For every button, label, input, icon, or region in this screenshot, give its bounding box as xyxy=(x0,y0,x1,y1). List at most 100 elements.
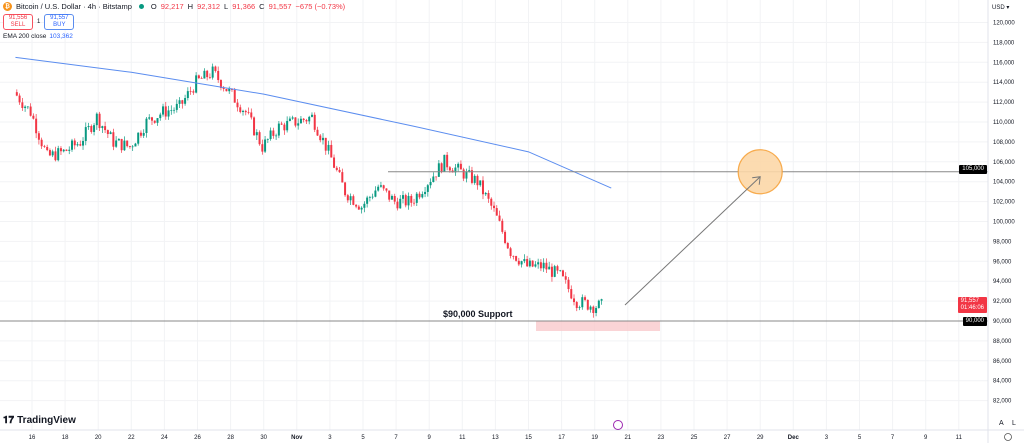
candle-body xyxy=(548,266,551,270)
candle-body xyxy=(46,146,49,151)
candle-body xyxy=(164,106,167,117)
sell-button[interactable]: 91,556 SELL xyxy=(3,14,33,30)
candle-body xyxy=(126,140,129,147)
candle-body xyxy=(528,260,531,267)
candle-body xyxy=(468,170,471,172)
candle-body xyxy=(322,137,325,141)
y-tick-label: 90,000 xyxy=(993,319,1012,325)
candle-body xyxy=(261,144,264,152)
candle-body xyxy=(153,120,156,123)
open-value: 92,217 xyxy=(160,2,184,11)
candle-body xyxy=(512,255,515,257)
candle-body xyxy=(95,113,98,126)
candle-body xyxy=(48,150,51,156)
y-tick-label: 114,000 xyxy=(993,80,1015,86)
candle-body xyxy=(330,144,333,158)
candle-body xyxy=(123,140,126,151)
candle-body xyxy=(82,140,85,146)
candle-body xyxy=(382,185,385,189)
candle-body xyxy=(269,130,272,140)
candle-body xyxy=(446,154,449,168)
candle-body xyxy=(584,297,587,300)
candle-body xyxy=(352,196,355,205)
candle-body xyxy=(305,120,308,122)
x-tick-label: 11 xyxy=(956,435,963,441)
candle-body xyxy=(137,132,140,144)
symbol-title[interactable]: Bitcoin / U.S. Dollar · 4h · Bitstamp xyxy=(16,2,132,11)
x-tick-label: 30 xyxy=(260,435,267,441)
candle-body xyxy=(15,92,18,96)
arrowhead-icon xyxy=(752,176,761,185)
x-tick-label: 29 xyxy=(757,435,764,441)
bar-countdown: 01:46:06 xyxy=(960,305,984,311)
sell-label: SELL xyxy=(10,22,26,28)
auto-scale-button[interactable]: A xyxy=(999,420,1004,427)
candle-body xyxy=(283,124,286,131)
candle-body xyxy=(29,106,32,116)
y-tick-label: 102,000 xyxy=(993,200,1015,206)
candle-body xyxy=(448,167,451,171)
support-zone xyxy=(536,321,660,331)
candle-body xyxy=(73,140,76,146)
y-tick-label: 118,000 xyxy=(993,40,1015,46)
candle-body xyxy=(399,198,402,209)
candle-body xyxy=(178,100,181,104)
ema-legend[interactable]: EMA 200 close 103,362 xyxy=(3,33,73,40)
candle-body xyxy=(239,107,242,112)
candle-body xyxy=(148,117,151,119)
candle-body xyxy=(200,78,203,79)
candle-body xyxy=(90,126,93,132)
candle-body xyxy=(35,118,38,134)
close-value: 91,557 xyxy=(268,2,292,11)
candle-body xyxy=(131,146,134,148)
candle-body xyxy=(346,195,349,201)
buy-button[interactable]: 91,557 BUY xyxy=(44,14,75,30)
candle-body xyxy=(302,118,305,121)
candle-body xyxy=(564,276,567,280)
candle-body xyxy=(429,182,432,186)
x-tick-label: 16 xyxy=(29,435,36,441)
x-tick-label: 23 xyxy=(658,435,665,441)
candle-body xyxy=(454,167,457,173)
spread: 1 xyxy=(37,19,41,25)
candle-body xyxy=(465,171,468,179)
candle-body xyxy=(112,132,115,147)
candle-body xyxy=(159,114,162,119)
y-tick-label: 104,000 xyxy=(993,180,1015,186)
candle-body xyxy=(338,169,341,173)
candle-body xyxy=(479,180,482,186)
candle-body xyxy=(495,208,498,216)
candle-body xyxy=(84,127,87,141)
candle-body xyxy=(589,306,592,310)
x-tick-label: 18 xyxy=(62,435,69,441)
candle-body xyxy=(573,298,576,303)
candle-body xyxy=(150,117,153,121)
bitcoin-icon: ₿ xyxy=(3,2,12,11)
candle-body xyxy=(344,182,347,196)
candle-body xyxy=(65,149,68,151)
grid xyxy=(0,0,988,430)
tradingview-logo[interactable]: 𝟏𝟕 TradingView xyxy=(3,415,76,426)
candle-body xyxy=(217,70,220,81)
resistance-price-tag: 105,000 xyxy=(959,165,987,174)
y-tick-label: 112,000 xyxy=(993,100,1015,106)
candle-body xyxy=(515,256,518,261)
candle-body xyxy=(407,195,410,206)
candle-body xyxy=(288,118,291,121)
candle-body xyxy=(98,113,101,129)
candle-body xyxy=(51,151,54,156)
high-label: H xyxy=(187,2,194,11)
open-label: O xyxy=(150,2,157,11)
candle-body xyxy=(134,143,137,147)
candle-body xyxy=(539,262,542,269)
candle-body xyxy=(355,204,358,207)
candle-body xyxy=(586,299,589,310)
currency-selector[interactable]: USD ▾ xyxy=(992,5,1010,11)
low-value: 91,366 xyxy=(232,2,256,11)
log-scale-button[interactable]: L xyxy=(1012,420,1016,427)
candle-body xyxy=(570,289,573,299)
buy-price: 91,557 xyxy=(50,15,69,21)
low-label: L xyxy=(224,2,229,11)
candle-body xyxy=(553,266,556,277)
